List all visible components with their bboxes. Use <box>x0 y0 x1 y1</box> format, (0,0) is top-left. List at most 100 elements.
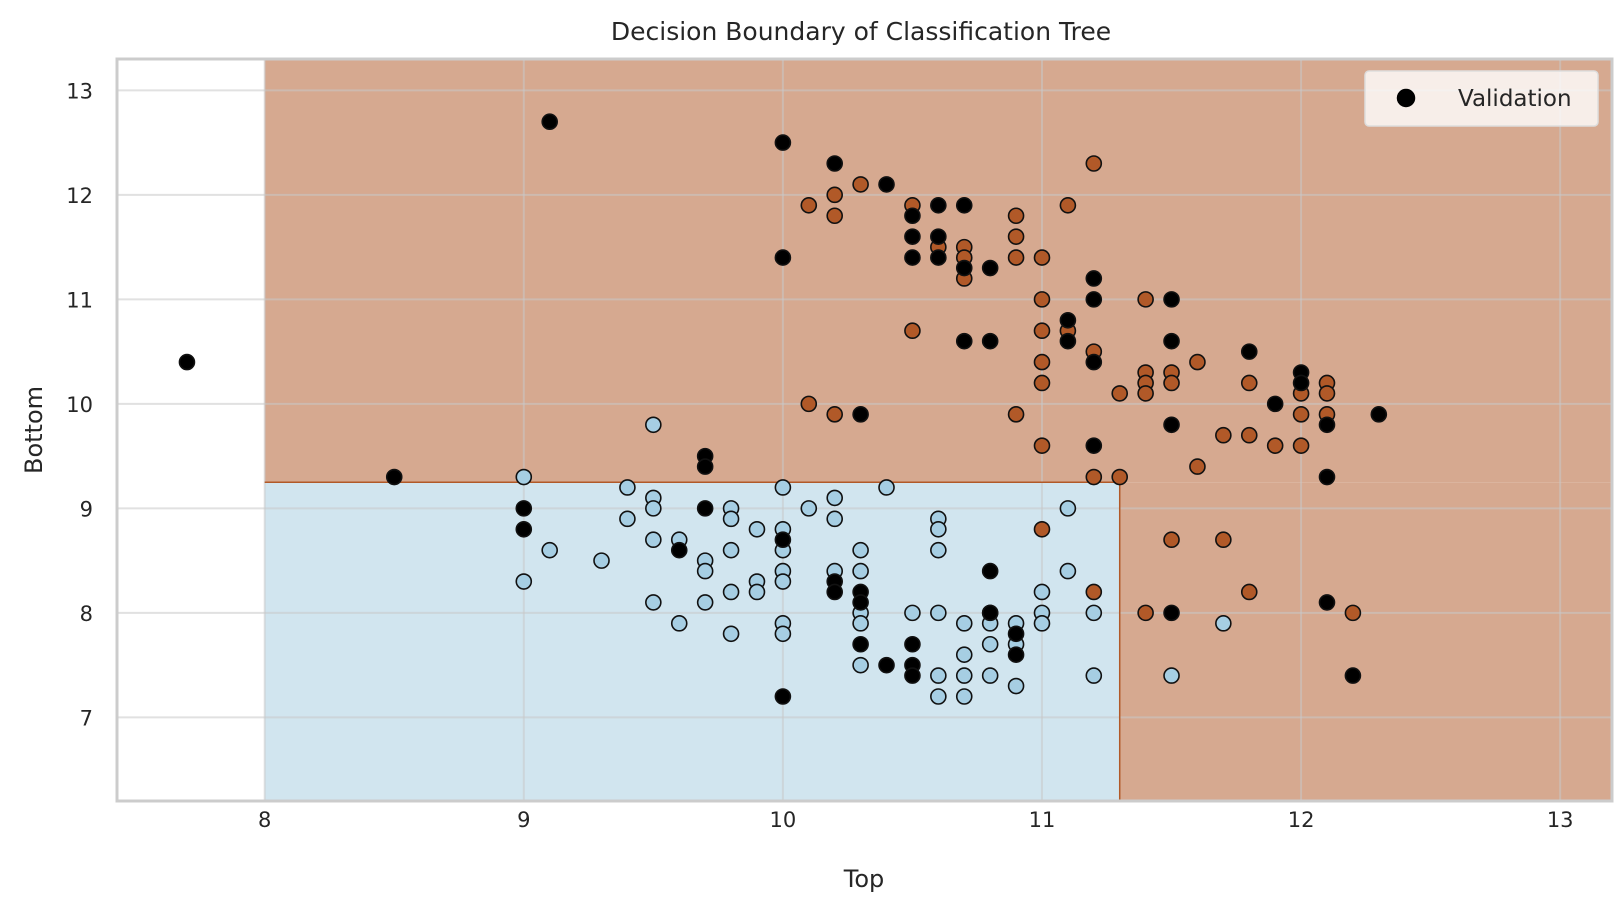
training-point-class-0 <box>852 541 869 559</box>
training-point-class-1 <box>1033 520 1051 538</box>
training-point-class-0 <box>1085 667 1103 684</box>
grid-lines <box>117 59 1612 801</box>
validation-point <box>904 635 921 653</box>
validation-point <box>955 332 973 350</box>
training-point-class-1 <box>1240 426 1258 444</box>
training-point-class-1 <box>1189 353 1206 371</box>
validation-point <box>1163 332 1180 350</box>
validation-point <box>826 155 844 172</box>
training-point-class-0 <box>852 656 869 674</box>
decision-region-class-1 <box>264 59 1613 483</box>
training-point-class-0 <box>1215 615 1232 632</box>
training-point-class-0 <box>774 479 792 496</box>
training-point-class-1 <box>1215 531 1232 549</box>
validation-point <box>1163 604 1180 622</box>
training-point-class-0 <box>619 479 636 496</box>
validation-point <box>1163 291 1180 308</box>
decision-regions <box>264 59 1613 801</box>
validation-point <box>981 259 999 277</box>
training-point-class-1 <box>904 322 921 340</box>
validation-point <box>1318 594 1336 611</box>
x-tick-label: 10 <box>770 808 797 832</box>
training-point-class-0 <box>722 541 740 559</box>
training-point-class-0 <box>930 541 947 559</box>
training-point-class-1 <box>800 395 818 413</box>
y-tick-labels: 7 8 9 10 11 12 13 <box>66 79 93 730</box>
training-point-class-1 <box>1085 583 1103 601</box>
legend-marker-validation <box>1396 88 1416 108</box>
training-point-class-1 <box>800 197 818 214</box>
validation-point <box>878 656 895 674</box>
training-point-class-1 <box>1033 322 1051 340</box>
validation-point <box>930 197 947 214</box>
training-point-class-0 <box>696 562 714 580</box>
training-point-class-1 <box>1033 291 1051 308</box>
validation-point <box>826 583 844 601</box>
training-point-class-0 <box>826 510 844 528</box>
training-point-class-0 <box>774 625 792 643</box>
x-tick-label: 8 <box>258 808 271 832</box>
validation-point <box>1163 416 1180 434</box>
training-point-class-1 <box>1318 385 1336 402</box>
training-point-class-0 <box>955 615 973 632</box>
training-point-class-1 <box>1007 406 1025 423</box>
training-point-class-1 <box>1163 531 1180 549</box>
training-point-class-1 <box>1137 604 1154 622</box>
validation-point <box>515 500 533 517</box>
training-point-class-1 <box>1215 426 1232 444</box>
boundary-lines <box>264 481 1121 801</box>
training-point-class-0 <box>1033 583 1051 601</box>
validation-point <box>852 594 869 611</box>
x-axis-label: Top <box>843 865 885 893</box>
training-point-class-0 <box>930 667 947 684</box>
validation-point <box>1059 311 1077 329</box>
training-point-class-0 <box>593 552 610 569</box>
validation-point <box>904 249 921 266</box>
training-point-class-0 <box>981 635 999 653</box>
training-point-class-0 <box>619 510 636 528</box>
training-point-class-0 <box>722 625 740 643</box>
training-point-class-0 <box>722 510 740 528</box>
validation-point <box>930 228 947 245</box>
validation-point <box>1344 667 1362 684</box>
training-point-class-0 <box>1007 677 1025 695</box>
validation-point <box>852 635 869 653</box>
y-tick-label: 12 <box>66 184 93 208</box>
training-point-class-1 <box>1344 604 1362 622</box>
training-point-class-1 <box>1266 437 1284 454</box>
validation-point <box>981 562 999 580</box>
validation-point <box>515 520 533 538</box>
validation-point <box>696 458 714 475</box>
validation-point <box>981 604 999 622</box>
training-point-class-1 <box>1111 385 1129 402</box>
training-point-class-0 <box>1163 667 1180 684</box>
validation-point <box>852 406 869 423</box>
training-point-class-1 <box>826 186 844 204</box>
validation-point <box>904 207 921 225</box>
training-point-class-1 <box>1033 249 1051 266</box>
training-point-class-0 <box>930 520 947 538</box>
x-tick-labels: 8 9 10 11 12 13 <box>258 808 1574 832</box>
validation-point <box>1266 395 1284 413</box>
x-tick-label: 9 <box>517 808 530 832</box>
validation-point <box>1085 291 1103 308</box>
y-tick-label: 7 <box>80 706 93 730</box>
training-point-class-1 <box>1240 583 1258 601</box>
training-point-class-0 <box>852 562 869 580</box>
training-point-class-0 <box>645 500 662 517</box>
training-point-class-0 <box>878 479 895 496</box>
validation-point <box>878 176 895 193</box>
training-point-class-1 <box>1033 374 1051 392</box>
decision-region-class-0 <box>264 482 1120 801</box>
validation-point <box>670 541 688 559</box>
validation-point <box>904 228 921 245</box>
validation-point <box>1370 406 1388 423</box>
training-point-class-1 <box>1033 353 1051 371</box>
validation-point <box>385 468 403 486</box>
validation-point <box>1318 416 1336 434</box>
training-point-class-0 <box>645 531 662 549</box>
training-point-class-0 <box>826 489 844 507</box>
training-point-class-0 <box>904 604 921 622</box>
legend-label-validation: Validation <box>1458 86 1572 112</box>
